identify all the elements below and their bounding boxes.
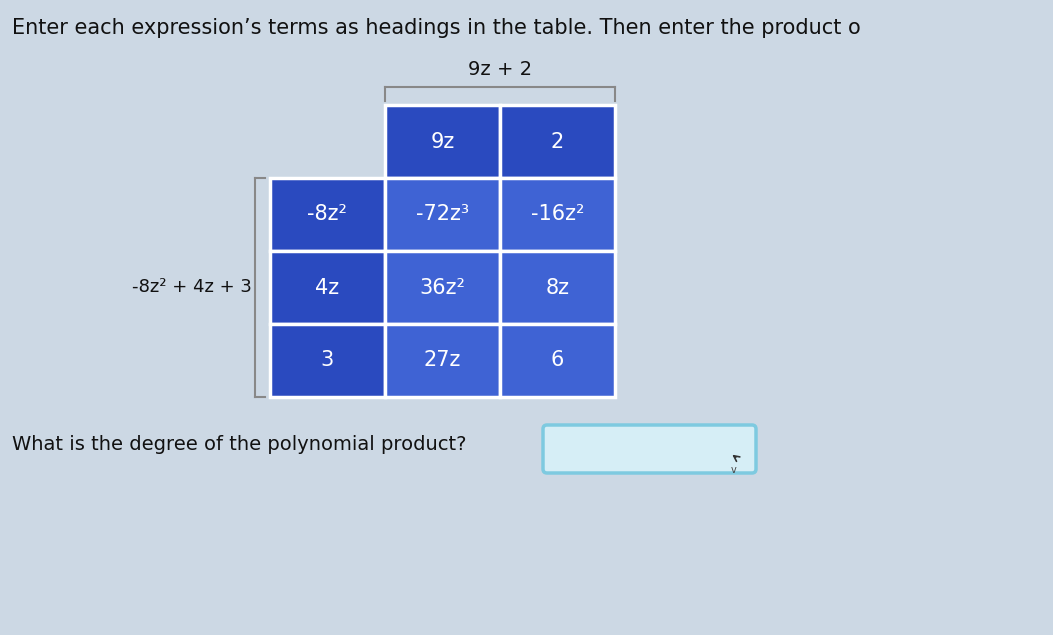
- FancyBboxPatch shape: [385, 178, 500, 251]
- Text: -16z²: -16z²: [531, 204, 584, 225]
- FancyBboxPatch shape: [270, 324, 385, 397]
- FancyBboxPatch shape: [500, 251, 615, 324]
- FancyBboxPatch shape: [500, 105, 615, 178]
- Text: 27z: 27z: [423, 351, 461, 370]
- Text: v: v: [731, 465, 737, 475]
- Text: 9z + 2: 9z + 2: [468, 60, 532, 79]
- Text: 6: 6: [551, 351, 564, 370]
- Text: 3: 3: [321, 351, 334, 370]
- Text: -8z²: -8z²: [307, 204, 347, 225]
- Text: 4z: 4z: [316, 277, 339, 298]
- FancyBboxPatch shape: [270, 251, 385, 324]
- FancyBboxPatch shape: [500, 324, 615, 397]
- FancyBboxPatch shape: [385, 324, 500, 397]
- FancyBboxPatch shape: [385, 251, 500, 324]
- Text: 36z²: 36z²: [419, 277, 465, 298]
- FancyBboxPatch shape: [270, 178, 385, 251]
- Text: -8z² + 4z + 3: -8z² + 4z + 3: [132, 279, 252, 297]
- Text: Enter each expression’s terms as headings in the table. Then enter the product o: Enter each expression’s terms as heading…: [12, 18, 860, 38]
- Text: 9z: 9z: [431, 131, 455, 152]
- Text: -72z³: -72z³: [416, 204, 469, 225]
- Text: 8z: 8z: [545, 277, 570, 298]
- FancyBboxPatch shape: [385, 105, 500, 178]
- FancyBboxPatch shape: [500, 178, 615, 251]
- Text: What is the degree of the polynomial product?: What is the degree of the polynomial pro…: [12, 435, 466, 454]
- Text: 2: 2: [551, 131, 564, 152]
- FancyBboxPatch shape: [543, 425, 756, 473]
